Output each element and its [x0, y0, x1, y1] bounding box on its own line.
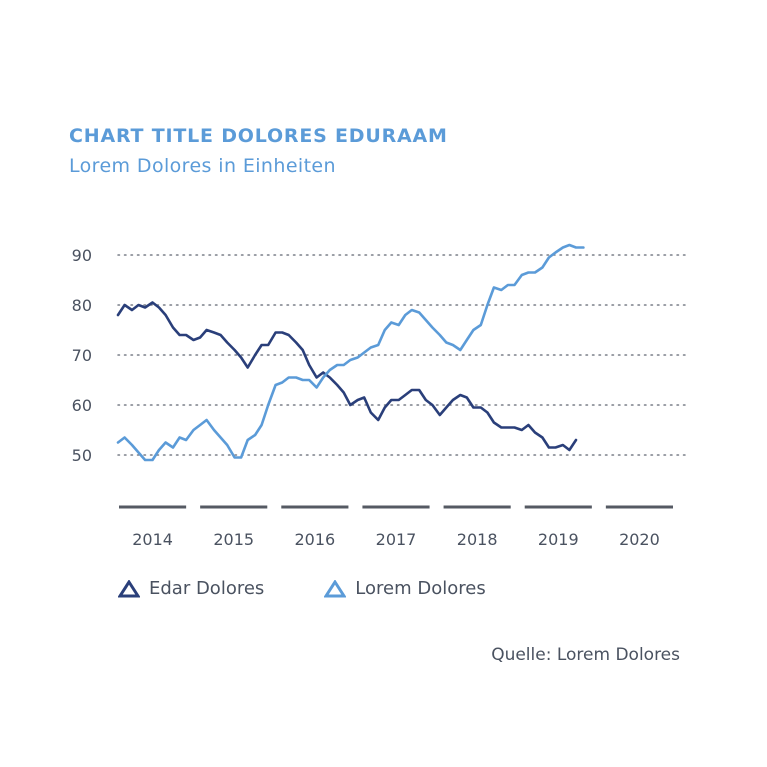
series-line-1: [116, 301, 578, 452]
chart-subtitle: Lorem Dolores in Einheiten: [69, 155, 336, 177]
y-tick-label: 90: [72, 246, 92, 265]
source-note: Quelle: Lorem Dolores: [491, 645, 680, 665]
triangle-marker-icon: [118, 579, 140, 597]
triangle-marker-icon: [324, 579, 347, 597]
x-tick-label: 2019: [538, 530, 579, 549]
x-axis-ticks: 2014 2015 2016 2017 2018 2019 2020: [132, 530, 660, 549]
series-lines: [116, 243, 585, 462]
x-tick-label: 2016: [294, 530, 335, 549]
y-tick-label: 70: [72, 346, 92, 365]
x-tick-label: 2017: [376, 530, 417, 549]
x-tick-label: 2015: [213, 530, 254, 549]
x-tick-label: 2014: [132, 530, 173, 549]
legend-label-series-1: Edar Dolores: [149, 578, 265, 599]
gridlines: [117, 254, 687, 456]
legend-item-series-1[interactable]: Edar Dolores: [118, 578, 264, 599]
legend-item-series-2[interactable]: Lorem Dolores: [324, 578, 486, 599]
series-line-2: [116, 243, 585, 462]
y-tick-label: 80: [72, 296, 92, 315]
y-axis-ticks: 50 60 70 80 90: [72, 246, 92, 465]
legend-label-series-2: Lorem Dolores: [355, 578, 486, 599]
x-tick-label: 2020: [619, 530, 660, 549]
legend: Edar Dolores Lorem Dolores: [118, 578, 546, 599]
y-tick-label: 50: [72, 446, 92, 465]
chart-title: CHART TITLE DOLORES EDURAAM: [69, 125, 448, 147]
x-tick-label: 2018: [457, 530, 498, 549]
y-tick-label: 60: [72, 396, 92, 415]
